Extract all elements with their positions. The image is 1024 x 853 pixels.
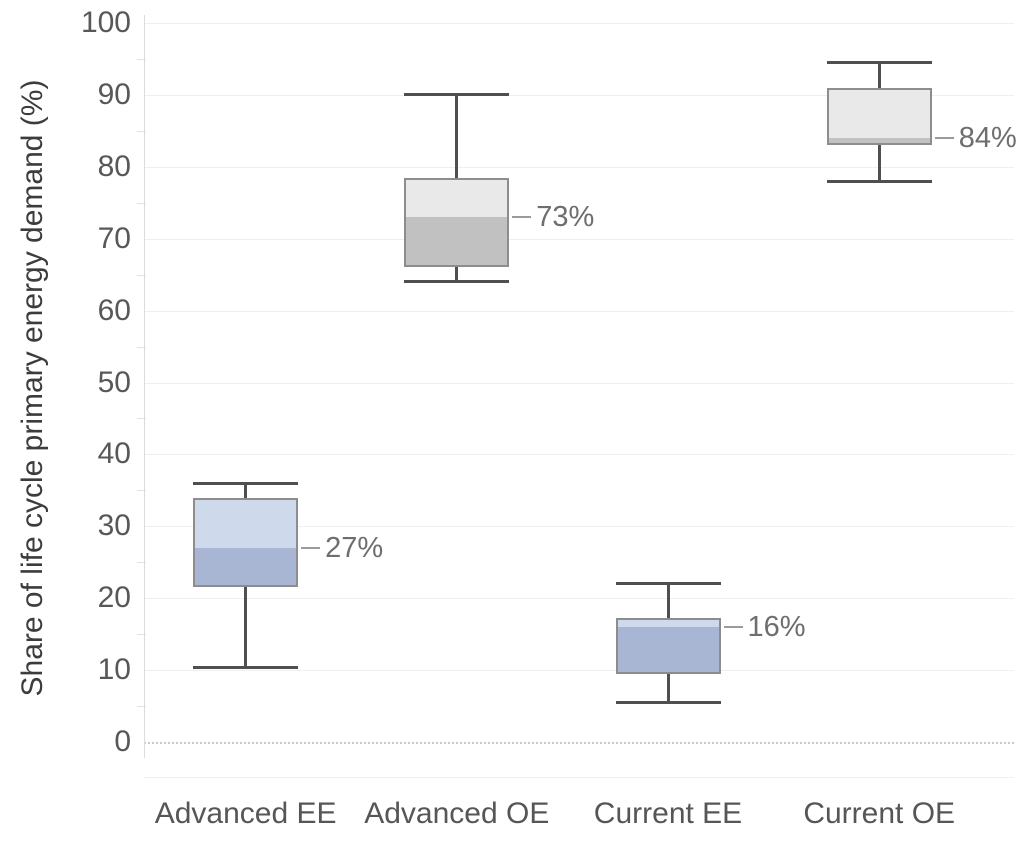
gridline xyxy=(144,310,1014,312)
gridline xyxy=(144,454,1014,456)
y-tick-label: 70 xyxy=(97,221,131,255)
y-tick-label: 20 xyxy=(97,581,131,615)
median-value-label: 27% xyxy=(325,531,384,564)
upper-whisker-cap xyxy=(615,582,721,586)
lower-whisker-cap xyxy=(193,666,299,670)
lower-whisker-cap xyxy=(404,280,510,284)
upper-whisker xyxy=(877,62,881,88)
upper-whisker-cap xyxy=(826,61,932,65)
y-minor-tick xyxy=(137,202,146,204)
lower-whisker xyxy=(877,145,881,182)
box xyxy=(826,87,932,146)
category-label: Advanced EE xyxy=(154,797,337,830)
y-tick-label: 50 xyxy=(97,365,131,399)
gridline xyxy=(144,238,1014,240)
y-minor-tick xyxy=(137,706,146,708)
plot-bottom-border xyxy=(144,777,1014,778)
gridline xyxy=(144,166,1014,168)
lower-whisker xyxy=(666,673,670,703)
box xyxy=(615,617,721,674)
box-upper-quartile xyxy=(617,619,719,627)
category-label: Advanced OE xyxy=(364,797,550,830)
box-lower-quartile xyxy=(406,217,508,266)
box-lower-quartile xyxy=(617,626,719,672)
category-label: Current EE xyxy=(593,797,743,830)
y-minor-tick xyxy=(137,130,146,132)
gridline xyxy=(144,94,1014,96)
y-tick-label: 0 xyxy=(114,725,131,758)
upper-whisker-cap xyxy=(404,93,510,97)
box xyxy=(404,177,510,268)
lower-whisker xyxy=(244,587,248,668)
box-upper-quartile xyxy=(195,499,297,548)
median-connector-line xyxy=(723,625,743,628)
lower-whisker xyxy=(455,267,459,282)
y-tick-label: 30 xyxy=(97,509,131,543)
category-label: Current OE xyxy=(803,797,956,830)
y-tick-label: 60 xyxy=(97,293,131,327)
median-value-label: 84% xyxy=(958,122,1017,155)
gridline xyxy=(144,382,1014,384)
median-value-label: 16% xyxy=(747,610,806,643)
median-connector-line xyxy=(512,216,532,219)
upper-whisker xyxy=(244,483,248,498)
zero-gridline xyxy=(144,742,1014,744)
y-tick-label: 100 xyxy=(80,6,131,39)
y-tick-label: 80 xyxy=(97,149,131,183)
y-minor-tick xyxy=(137,634,146,636)
y-tick-label: 10 xyxy=(97,653,131,687)
y-minor-tick xyxy=(137,274,146,276)
y-tick-label: 40 xyxy=(97,437,131,471)
box-upper-quartile xyxy=(406,179,508,218)
box-lower-quartile xyxy=(828,138,930,144)
upper-whisker xyxy=(455,94,459,178)
gridline xyxy=(144,598,1014,600)
lower-whisker-cap xyxy=(615,700,721,704)
y-minor-tick xyxy=(137,490,146,492)
box-lower-quartile xyxy=(195,547,297,586)
y-tick-label: 90 xyxy=(97,77,131,111)
y-minor-tick xyxy=(137,58,146,60)
gridline xyxy=(144,23,1014,24)
gridline xyxy=(144,670,1014,672)
box xyxy=(193,497,299,588)
upper-whisker-cap xyxy=(193,481,299,485)
median-value-label: 73% xyxy=(536,201,595,234)
median-connector-line xyxy=(301,546,321,549)
y-axis-line xyxy=(144,15,145,758)
gridline xyxy=(144,526,1014,528)
box-upper-quartile xyxy=(828,89,930,139)
y-minor-tick xyxy=(137,562,146,564)
median-connector-line xyxy=(934,137,954,140)
y-minor-tick xyxy=(137,418,146,420)
y-minor-tick xyxy=(137,346,146,348)
lower-whisker-cap xyxy=(826,179,932,183)
upper-whisker xyxy=(666,583,670,618)
